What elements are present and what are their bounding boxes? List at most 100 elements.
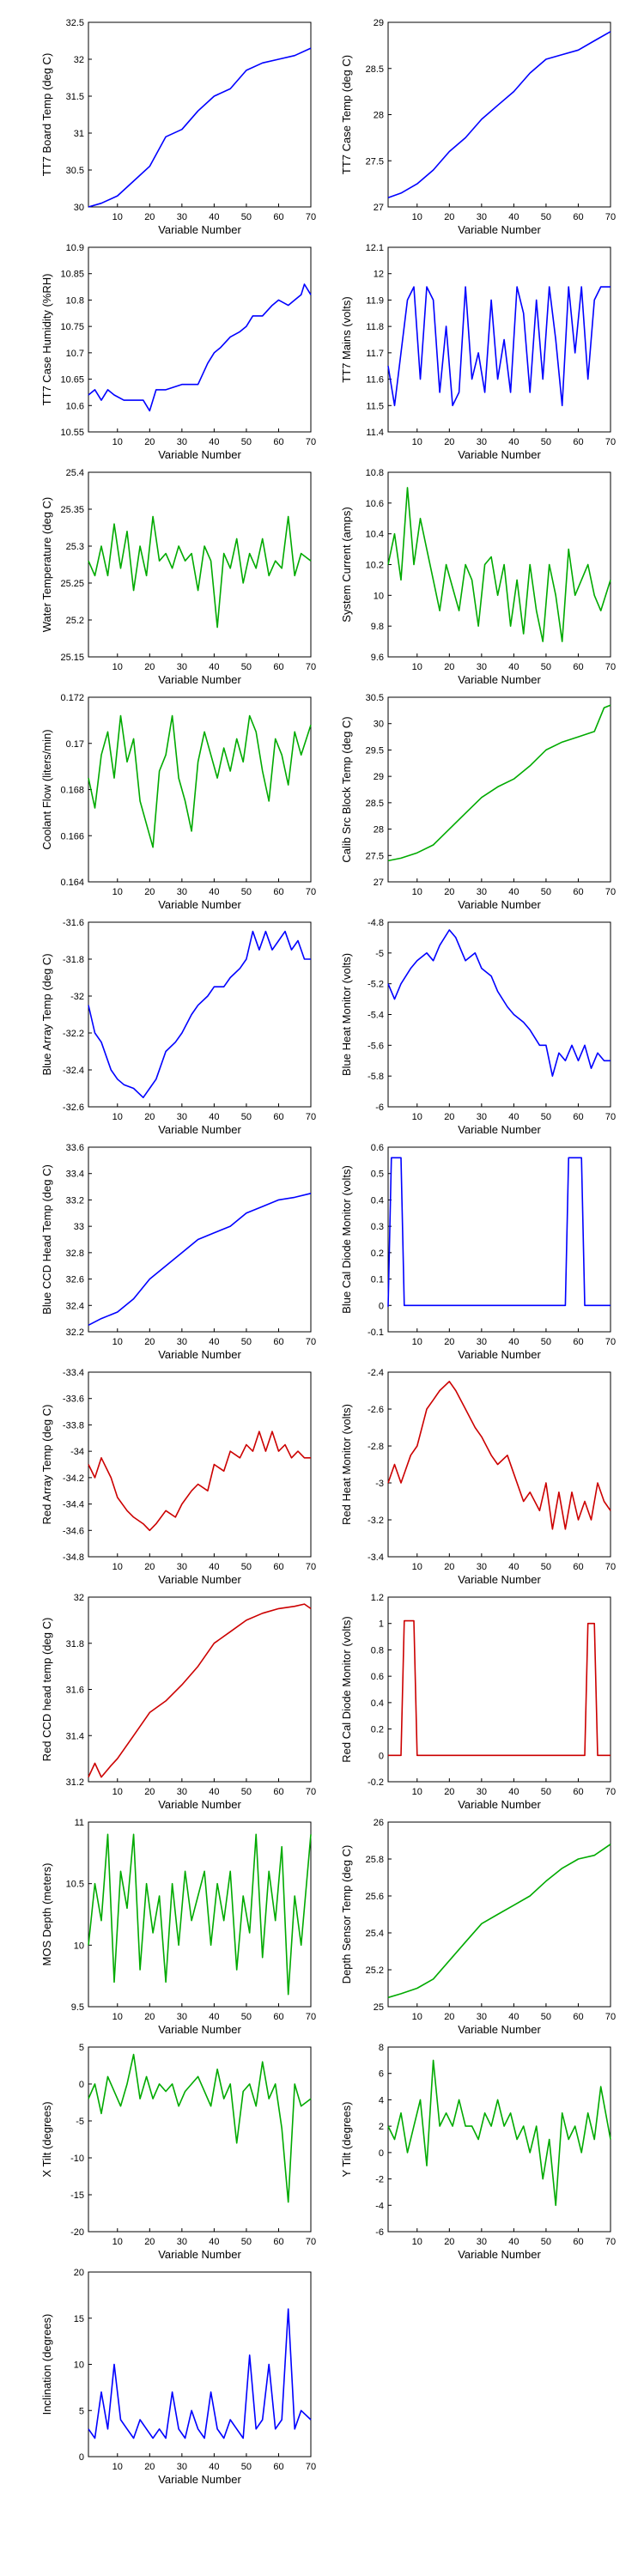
x-axis-label: Variable Number bbox=[458, 898, 541, 911]
x-tick-label: 10 bbox=[412, 662, 422, 672]
x-axis-label: Variable Number bbox=[458, 223, 541, 236]
chart-19: 10 20 30 40 50 60 70 -6 -4 -2 0 2 4 6 8 Variable Number… bbox=[340, 2043, 616, 2261]
y-tick-label: 10 bbox=[74, 1941, 84, 1951]
plot-frame bbox=[387, 2046, 611, 2233]
y-axis-label: Blue Array Temp (deg C) bbox=[40, 953, 53, 1075]
y-tick-label: 33.6 bbox=[66, 1143, 84, 1153]
y-tick-label: -33.8 bbox=[63, 1420, 84, 1431]
series-line bbox=[88, 1431, 311, 1532]
x-tick-label: 60 bbox=[273, 1562, 283, 1572]
plot-frame bbox=[387, 696, 611, 883]
y-tick-label: 12 bbox=[374, 270, 384, 280]
y-tick-label: -5.8 bbox=[368, 1072, 384, 1082]
y-axis-label: TT7 Case Humidity (%RH) bbox=[40, 274, 53, 406]
y-tick-label: 10.9 bbox=[66, 243, 84, 253]
y-tick-label: 0.4 bbox=[371, 1195, 384, 1206]
plot-frame bbox=[88, 1821, 312, 2008]
x-tick-label: 60 bbox=[573, 2012, 583, 2022]
x-tick-label: 10 bbox=[112, 2012, 123, 2022]
chart-12: 10 20 30 40 50 60 70 -34.8 -34.6 -34.4 -34.2 -34 -33… bbox=[40, 1368, 316, 1586]
x-tick-label: 60 bbox=[273, 1337, 283, 1347]
series-line bbox=[387, 286, 611, 407]
x-tick-label: 60 bbox=[573, 1337, 583, 1347]
y-tick-label: 0.164 bbox=[60, 878, 84, 888]
x-tick-label: 50 bbox=[241, 887, 252, 897]
x-tick-label: 20 bbox=[444, 1562, 454, 1572]
x-tick-label: 70 bbox=[605, 1562, 616, 1572]
y-tick-label: 0.2 bbox=[371, 1725, 384, 1735]
y-axis-label: Blue Heat Monitor (volts) bbox=[340, 953, 353, 1076]
y-tick-label: -32.2 bbox=[63, 1029, 84, 1039]
x-tick-label: 40 bbox=[209, 1112, 219, 1122]
x-tick-label: 20 bbox=[444, 1787, 454, 1797]
x-tick-label: 60 bbox=[273, 212, 283, 222]
plot-frame bbox=[387, 1596, 611, 1783]
x-tick-label: 40 bbox=[209, 212, 219, 222]
y-tick-label: 31.5 bbox=[66, 92, 84, 102]
y-tick-label: -31.6 bbox=[63, 918, 84, 928]
x-tick-label: 20 bbox=[444, 212, 454, 222]
y-tick-label: -10 bbox=[70, 2154, 84, 2164]
x-tick-label: 70 bbox=[306, 1787, 316, 1797]
y-axis-label: TT7 Mains (volts) bbox=[340, 296, 353, 382]
y-tick-label: -33.6 bbox=[63, 1394, 84, 1405]
x-tick-label: 60 bbox=[273, 2012, 283, 2022]
x-tick-label: 30 bbox=[177, 662, 187, 672]
series-line bbox=[88, 714, 312, 848]
x-tick-label: 70 bbox=[605, 2237, 616, 2247]
y-tick-label: -31.8 bbox=[63, 955, 84, 965]
x-tick-label: 70 bbox=[306, 2012, 316, 2022]
x-axis-label: Variable Number bbox=[158, 1573, 241, 1586]
x-tick-label: 60 bbox=[273, 662, 283, 672]
series-line bbox=[88, 1603, 312, 1778]
x-axis-label: Variable Number bbox=[158, 1348, 241, 1361]
y-tick-label: 27 bbox=[374, 203, 384, 213]
series-line bbox=[88, 2053, 312, 2203]
y-tick-label: 6 bbox=[379, 2069, 384, 2080]
plot-frame bbox=[387, 921, 611, 1108]
y-axis-label: TT7 Board Temp (deg C) bbox=[40, 53, 53, 177]
y-tick-label: 0.6 bbox=[371, 1672, 384, 1682]
chart-2: 10 20 30 40 50 60 70 10.55 10.6 10.65 10.7 10.75 10.… bbox=[40, 243, 316, 461]
x-tick-label: 50 bbox=[541, 1337, 551, 1347]
x-tick-label: 50 bbox=[541, 1562, 551, 1572]
y-tick-label: 0.3 bbox=[371, 1222, 384, 1232]
x-tick-label: 20 bbox=[444, 1337, 454, 1347]
x-tick-label: 30 bbox=[477, 2012, 487, 2022]
y-axis-label: Water Temperature (deg C) bbox=[40, 497, 53, 633]
y-axis-label: Blue Cal Diode Monitor (volts) bbox=[340, 1165, 353, 1314]
x-tick-label: 40 bbox=[508, 1112, 519, 1122]
x-tick-label: 30 bbox=[177, 1787, 187, 1797]
x-tick-label: 30 bbox=[177, 2237, 187, 2247]
x-tick-label: 40 bbox=[209, 887, 219, 897]
series-line bbox=[387, 2059, 611, 2207]
chart-11: 10 20 30 40 50 60 70 -0.1 0 0.1 0.2 0.3 0.4 0.5 0.6 Var… bbox=[340, 1143, 616, 1361]
x-tick-label: 50 bbox=[241, 1337, 252, 1347]
x-tick-label: 40 bbox=[508, 1562, 519, 1572]
y-tick-label: 30 bbox=[74, 203, 84, 213]
y-tick-label: -15 bbox=[70, 2190, 84, 2201]
series-line bbox=[387, 1844, 611, 1999]
y-tick-label: 11.5 bbox=[366, 401, 384, 411]
x-tick-label: 10 bbox=[412, 437, 422, 447]
x-tick-label: 10 bbox=[112, 1787, 123, 1797]
y-tick-label: 15 bbox=[74, 2314, 84, 2324]
x-tick-label: 10 bbox=[112, 887, 123, 897]
chart-9: 10 20 30 40 50 60 70 -6 -5.8 -5.6 -5.4 -5.2 -5 -4.8 Va… bbox=[340, 918, 616, 1136]
x-tick-label: 70 bbox=[605, 662, 616, 672]
series-line bbox=[387, 31, 611, 198]
x-tick-label: 10 bbox=[412, 1337, 422, 1347]
x-tick-label: 60 bbox=[573, 437, 583, 447]
x-tick-label: 10 bbox=[112, 662, 123, 672]
y-tick-label: -2 bbox=[375, 2175, 384, 2185]
y-tick-label: 25.4 bbox=[66, 468, 84, 478]
y-tick-label: -4 bbox=[375, 2201, 384, 2211]
y-tick-label: 8 bbox=[379, 2043, 384, 2053]
x-tick-label: 30 bbox=[177, 437, 187, 447]
y-tick-label: 4 bbox=[379, 2095, 384, 2105]
x-tick-label: 10 bbox=[412, 212, 422, 222]
series-line bbox=[387, 487, 611, 642]
x-tick-label: 30 bbox=[177, 1112, 187, 1122]
series-line bbox=[88, 1193, 312, 1327]
